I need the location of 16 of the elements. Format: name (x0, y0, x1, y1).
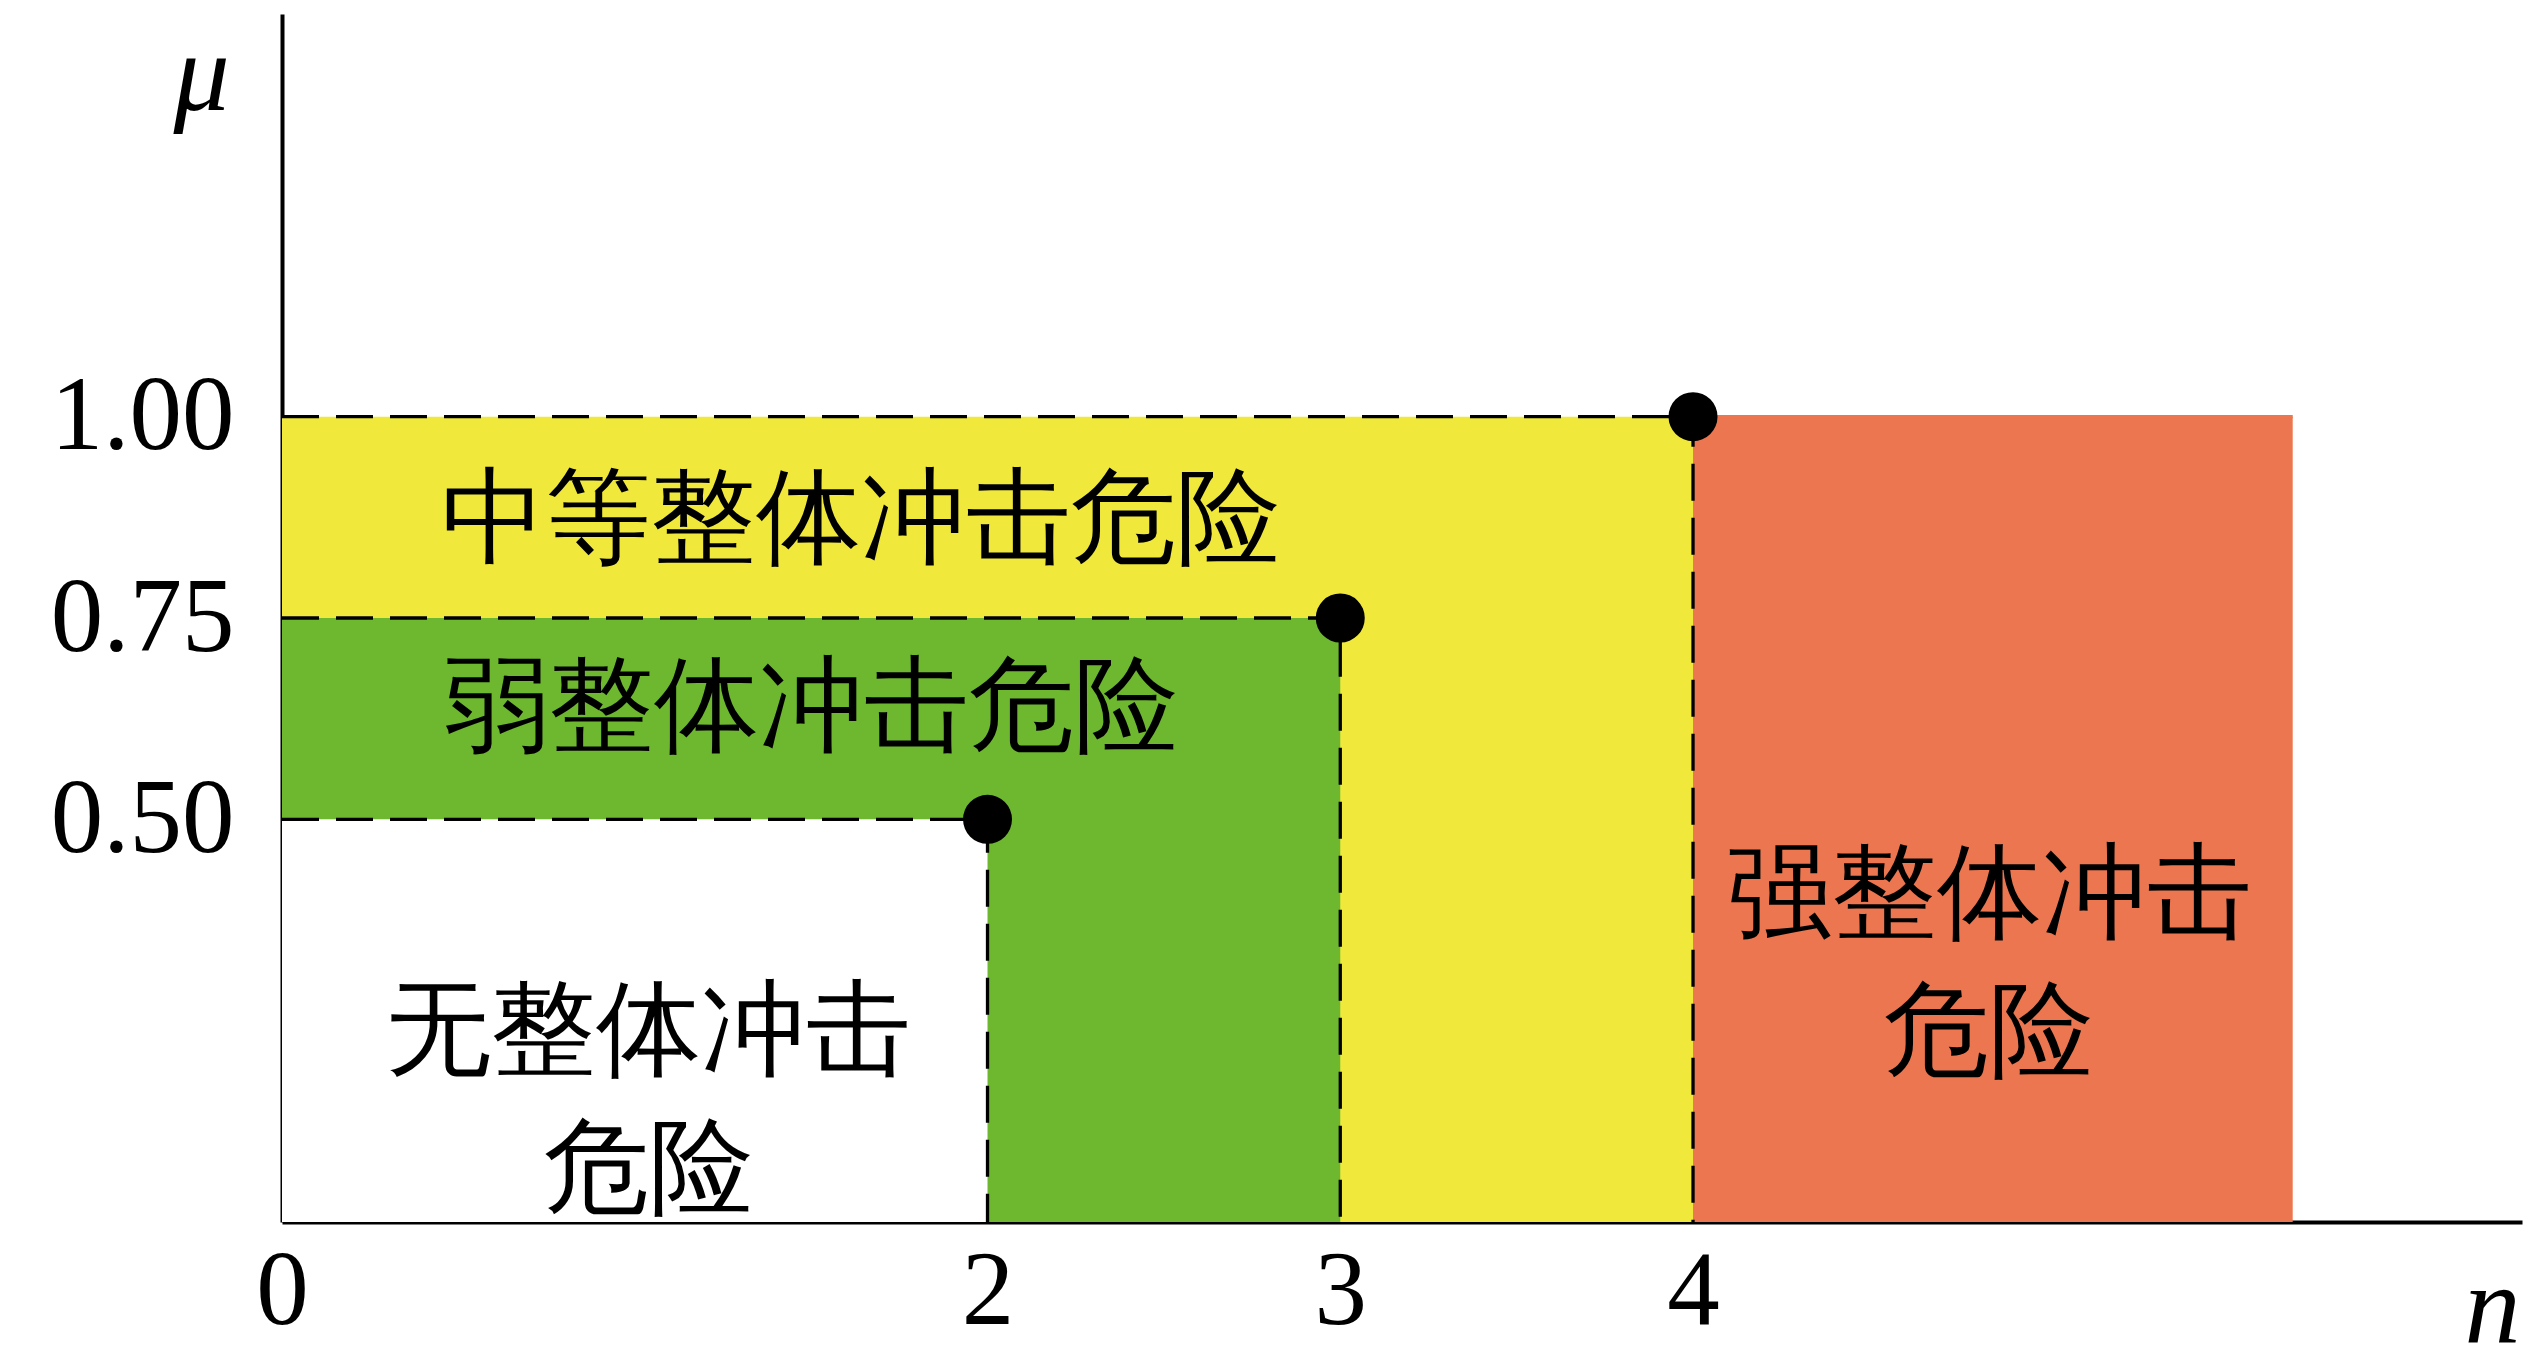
x-tick-label: 0 (256, 1229, 309, 1347)
y-tick-label: 0.75 (50, 556, 235, 674)
point (1315, 593, 1365, 643)
series-label: 中等整体冲击危险 (440, 459, 1281, 577)
x-tick-label: 2 (961, 1229, 1015, 1347)
x-tick-label: 3 (1314, 1229, 1368, 1347)
series-label: 弱整体冲击危险 (443, 646, 1179, 764)
y-axis-title: μ (172, 9, 230, 134)
series-label: 强整体冲击危险 (1726, 833, 2252, 1089)
y-tick-label: 0.50 (50, 757, 235, 875)
y-tick-label: 1.00 (50, 355, 235, 473)
point (1668, 392, 1718, 442)
point (963, 794, 1013, 844)
series-label: 无整体冲击危险 (386, 970, 912, 1226)
x-axis-title: n (2464, 1242, 2521, 1367)
x-tick-label: 4 (1667, 1229, 1720, 1347)
